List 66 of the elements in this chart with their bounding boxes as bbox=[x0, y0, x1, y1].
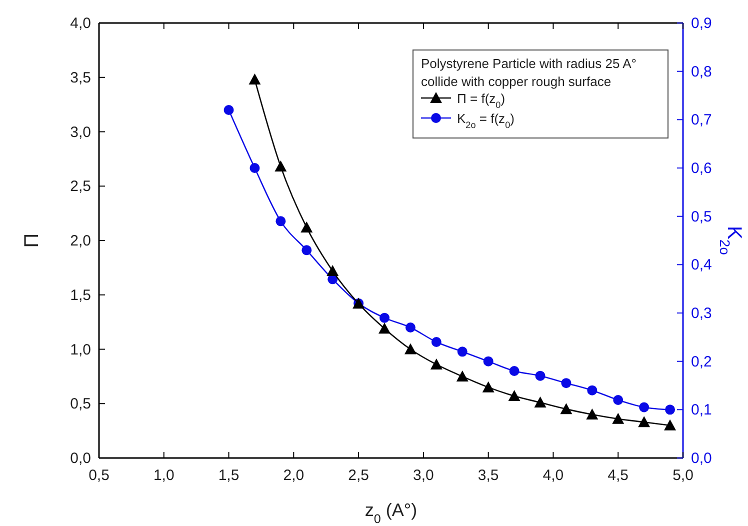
y-axis-title: Π bbox=[21, 233, 43, 248]
point bbox=[639, 402, 650, 412]
y-tick-label: 0,5 bbox=[70, 396, 91, 413]
point bbox=[509, 366, 520, 376]
y2-tick-label: 0,5 bbox=[691, 208, 712, 226]
y-tick-label: 4,0 bbox=[70, 15, 91, 32]
point bbox=[456, 370, 468, 382]
x-tick-label: 4,5 bbox=[608, 467, 629, 484]
point bbox=[430, 358, 442, 370]
x-tick-label: 5,0 bbox=[672, 467, 694, 484]
point bbox=[613, 395, 624, 405]
point bbox=[250, 163, 260, 173]
point bbox=[405, 322, 416, 332]
legend-label: Π = f(z$_{0}$) bbox=[457, 91, 506, 110]
point bbox=[535, 370, 546, 381]
point bbox=[300, 221, 313, 232]
point bbox=[508, 390, 520, 402]
legend-label: K$_{2o}$ = f(z$_{0}$) bbox=[457, 111, 514, 130]
y-tick-label: 2,0 bbox=[70, 232, 91, 250]
x-tick-label: 3,0 bbox=[413, 467, 434, 484]
y-tick-label: 2,5 bbox=[70, 178, 91, 196]
point bbox=[483, 356, 494, 366]
y-tick-label: 1,5 bbox=[70, 286, 91, 304]
point bbox=[274, 160, 287, 172]
point bbox=[380, 312, 390, 323]
y2-tick-label: 0,0 bbox=[691, 450, 712, 467]
y2-tick-label: 0,9 bbox=[691, 15, 712, 32]
point bbox=[431, 337, 442, 347]
point bbox=[560, 403, 572, 414]
y2-tick-label: 0,7 bbox=[691, 112, 712, 129]
legend-title: Polystyrene Particle with radius 25 A° collide with copper rough surface bbox=[421, 56, 636, 89]
x-axis-title: z$_{0}$ (A°) bbox=[364, 500, 418, 526]
point bbox=[326, 264, 339, 276]
point bbox=[664, 419, 676, 430]
x-tick-label: 1,5 bbox=[218, 467, 240, 484]
y2-tick-label: 0,8 bbox=[691, 63, 712, 80]
y2-tick-label: 0,2 bbox=[691, 353, 712, 370]
point bbox=[534, 396, 546, 408]
point bbox=[482, 381, 494, 392]
point bbox=[378, 322, 391, 334]
point bbox=[561, 378, 572, 388]
point bbox=[404, 343, 416, 354]
point bbox=[665, 404, 676, 415]
point bbox=[638, 416, 650, 428]
y-tick-label: 3,5 bbox=[70, 69, 91, 86]
y-tick-label: 1,0 bbox=[70, 341, 91, 358]
x-tick-label: 2,5 bbox=[348, 467, 369, 484]
y2-tick-label: 0,6 bbox=[691, 160, 712, 177]
x-tick-label: 4,0 bbox=[542, 467, 564, 484]
y-tick-label: 3,0 bbox=[70, 124, 91, 141]
point bbox=[302, 245, 312, 256]
point bbox=[457, 346, 468, 357]
point bbox=[586, 408, 598, 420]
y2-tick-label: 0,3 bbox=[691, 305, 712, 322]
point bbox=[612, 412, 624, 424]
point bbox=[587, 385, 598, 396]
y2-tick-label: 0,1 bbox=[691, 402, 712, 419]
point bbox=[248, 74, 261, 85]
point bbox=[224, 105, 234, 115]
x-tick-label: 3,5 bbox=[478, 467, 499, 484]
x-tick-label: 1,0 bbox=[153, 467, 174, 484]
x-tick-label: 0,5 bbox=[88, 467, 110, 484]
x-tick-label: 2,0 bbox=[283, 467, 304, 484]
point bbox=[276, 216, 286, 226]
y2-tick-label: 0,4 bbox=[691, 256, 712, 274]
y-tick-label: 0,0 bbox=[70, 450, 91, 467]
